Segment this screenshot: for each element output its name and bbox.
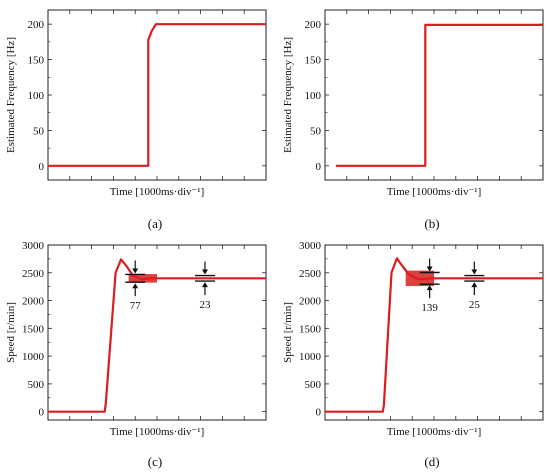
- arrow-up-head: [201, 282, 208, 288]
- y-tick-label: 100: [28, 90, 45, 102]
- y-tick-label: 0: [39, 161, 45, 173]
- y-tick-label: 500: [305, 379, 322, 391]
- y-tick-label: 50: [310, 125, 322, 137]
- y-axis-label: Speed [r/min]: [5, 302, 17, 363]
- y-tick-label: 150: [28, 55, 45, 67]
- y-axis-label: Estimated Frequency [Hz]: [282, 37, 294, 153]
- y-tick-label: 0: [316, 407, 322, 419]
- subfigure-caption: (a): [148, 216, 162, 231]
- x-axis-label: Time [1000ms·div⁻¹]: [387, 186, 482, 198]
- y-tick-label: 3000: [299, 240, 322, 252]
- y-tick-label: 1000: [299, 351, 322, 363]
- y-tick-label: 1000: [22, 351, 45, 363]
- y-tick-label: 150: [305, 55, 322, 67]
- plot-frame: [47, 9, 267, 181]
- chart-b: 0 50 100 150 200 Time [1000ms·div⁻¹] Estimated…: [282, 9, 544, 231]
- y-tick-label: 100: [305, 90, 322, 102]
- y-tick-label: 2000: [22, 296, 45, 308]
- arrow-up-head: [132, 283, 139, 289]
- chart-c: 0 500 1000 1500 2000 2500 3000 77 23 Time [1000ms…: [5, 240, 267, 469]
- subfigure-caption: (b): [424, 216, 439, 231]
- subfigure-caption: (d): [424, 454, 439, 469]
- y-tick-label: 500: [28, 379, 45, 391]
- ripple-band: [405, 270, 434, 287]
- plot-frame: [324, 9, 544, 181]
- ripple-band: [128, 274, 157, 283]
- y-tick-label: 2000: [299, 296, 322, 308]
- arrow-up-head: [471, 282, 478, 288]
- x-axis-label: Time [1000ms·div⁻¹]: [110, 186, 205, 198]
- arrow-down-head: [201, 269, 208, 275]
- ripple-label: 23: [199, 299, 211, 311]
- arrow-down-head: [471, 269, 478, 275]
- plot-frame: [47, 244, 267, 421]
- y-axis-label: Estimated Frequency [Hz]: [5, 37, 17, 153]
- arrow-down-head: [132, 268, 139, 274]
- y-tick-label: 0: [316, 161, 322, 173]
- arrow-down-head: [426, 266, 433, 272]
- chart-a: 0 50 100 150 200 Time [1000ms·div⁻¹] Estimated…: [5, 9, 267, 231]
- y-tick-label: 1500: [299, 323, 322, 335]
- x-axis-label: Time [1000ms·div⁻¹]: [110, 426, 205, 438]
- y-tick-label: 200: [305, 19, 322, 31]
- ripple-label: 25: [469, 299, 481, 311]
- y-tick-label: 1500: [22, 323, 45, 335]
- ripple-label: 139: [421, 302, 438, 314]
- arrow-up-head: [426, 285, 433, 291]
- y-tick-label: 0: [39, 407, 45, 419]
- y-tick-label: 50: [33, 125, 45, 137]
- subfigure-caption: (c): [148, 454, 162, 469]
- y-tick-label: 2500: [299, 268, 322, 280]
- series-line: [48, 23, 266, 167]
- y-axis-label: Speed [r/min]: [282, 302, 294, 363]
- series-line: [335, 23, 543, 167]
- y-tick-label: 3000: [22, 240, 45, 252]
- y-tick-label: 200: [28, 19, 45, 31]
- chart-d: 0 500 1000 1500 2000 2500 3000 139 25 Time [1000m…: [282, 240, 544, 469]
- x-axis-label: Time [1000ms·div⁻¹]: [387, 426, 482, 438]
- y-tick-label: 2500: [22, 268, 45, 280]
- ripple-label: 77: [130, 300, 142, 312]
